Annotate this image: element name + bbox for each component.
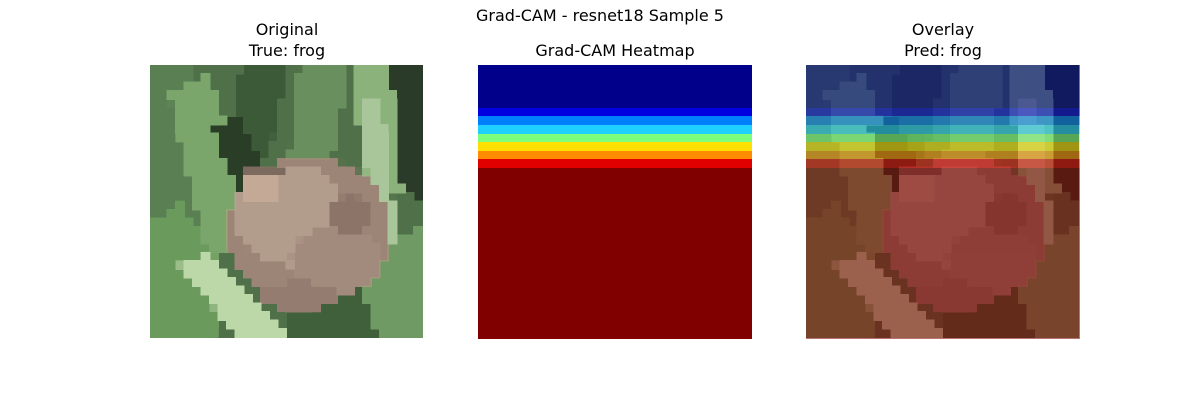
original-title: Original [255, 20, 319, 39]
original-image-canvas [150, 65, 424, 339]
overlay-title: Overlay [911, 20, 975, 39]
pred-label: Pred: frog [904, 41, 982, 60]
heatmap-title: Grad-CAM Heatmap [535, 41, 695, 60]
overlay-image [806, 65, 1080, 339]
overlay-canvas [806, 65, 1080, 339]
gradcam-heatmap [478, 65, 752, 339]
true-label: True: frog [248, 41, 326, 60]
figure-title: Grad-CAM - resnet18 Sample 5 [476, 6, 724, 25]
heatmap-canvas [478, 65, 752, 339]
original-image [150, 65, 424, 339]
